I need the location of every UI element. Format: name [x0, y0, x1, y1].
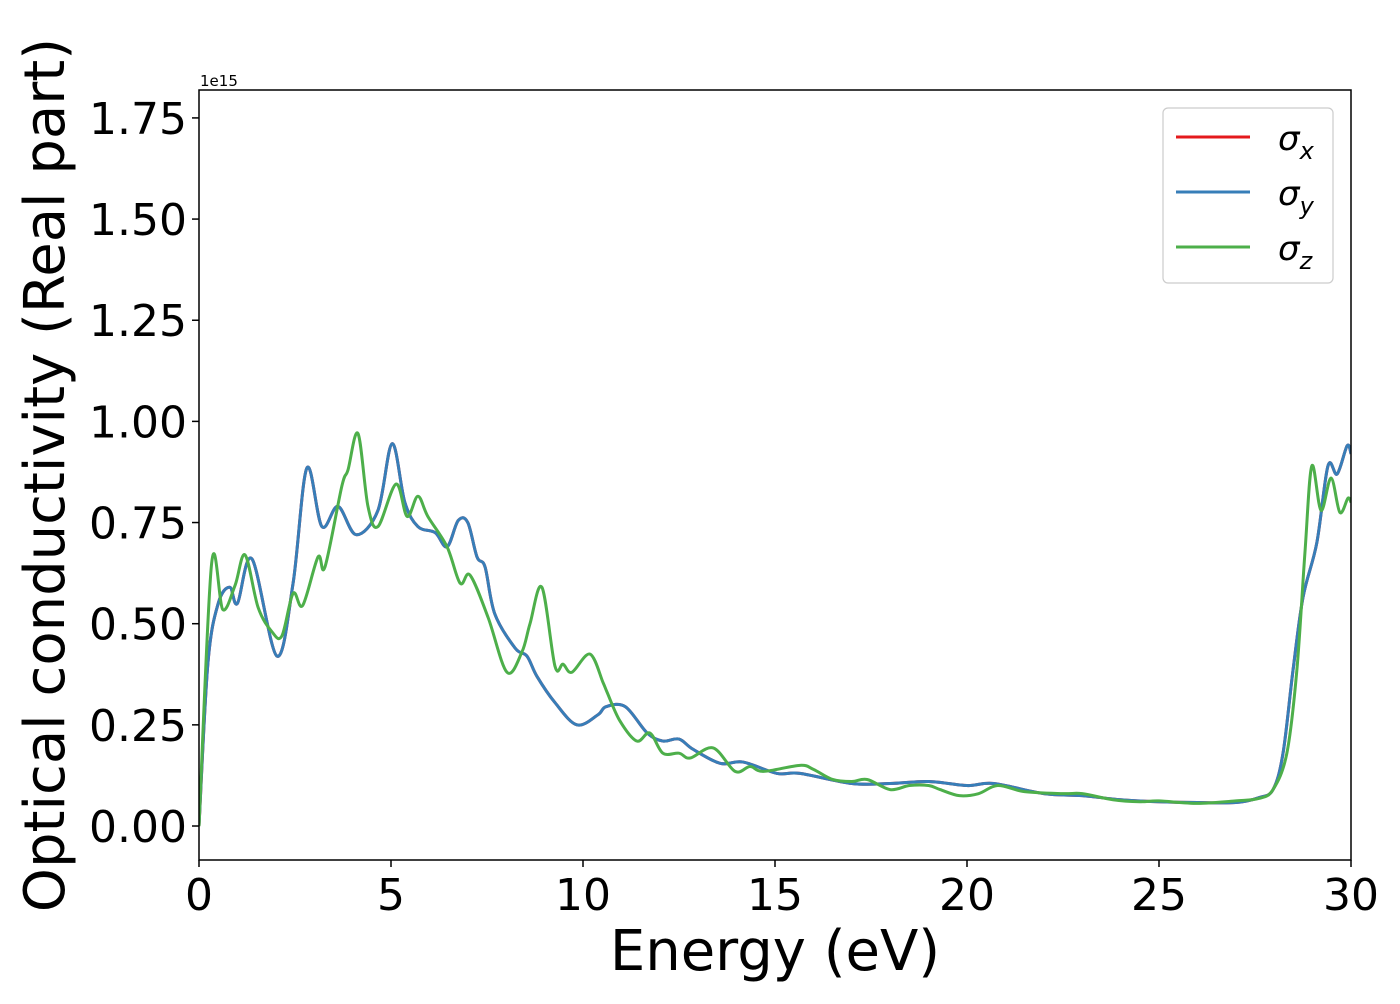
y-tick-label: 0.75 — [89, 499, 187, 550]
legend-label-x: σx — [1278, 119, 1315, 165]
x-axis-label: Energy (eV) — [610, 919, 940, 984]
legend-label-z: σz — [1278, 229, 1314, 275]
x-tick-label: 20 — [939, 870, 995, 921]
y-axis: 0.00 0.25 0.50 0.75 1.00 1.25 1.50 1.75 — [89, 94, 199, 853]
legend-label-y: σy — [1278, 174, 1315, 220]
y-tick-label: 1.75 — [89, 94, 187, 145]
y-axis-label: Optical conductivity (Real part) — [13, 38, 78, 912]
y-tick-label: 1.50 — [89, 195, 187, 246]
legend-box — [1162, 107, 1334, 284]
y-tick-label: 1.25 — [89, 296, 187, 347]
y-tick-label: 0.25 — [89, 701, 187, 752]
y-offset-label: 1e15 — [200, 72, 238, 90]
series-lines — [199, 431, 1351, 827]
y-tick-label: 1.00 — [89, 397, 187, 448]
series-line-z — [199, 431, 1351, 827]
x-tick-label: 30 — [1323, 870, 1379, 921]
x-tick-label: 5 — [377, 870, 405, 921]
x-tick-label: 0 — [185, 870, 213, 921]
y-tick-label: 0.50 — [89, 600, 187, 651]
x-tick-label: 10 — [555, 870, 611, 921]
y-tick-label: 0.00 — [89, 802, 187, 853]
x-axis: 0 5 10 15 20 25 30 — [185, 860, 1379, 921]
x-tick-label: 25 — [1131, 870, 1187, 921]
legend: σx σy σz — [1162, 107, 1334, 284]
x-tick-label: 15 — [747, 870, 803, 921]
